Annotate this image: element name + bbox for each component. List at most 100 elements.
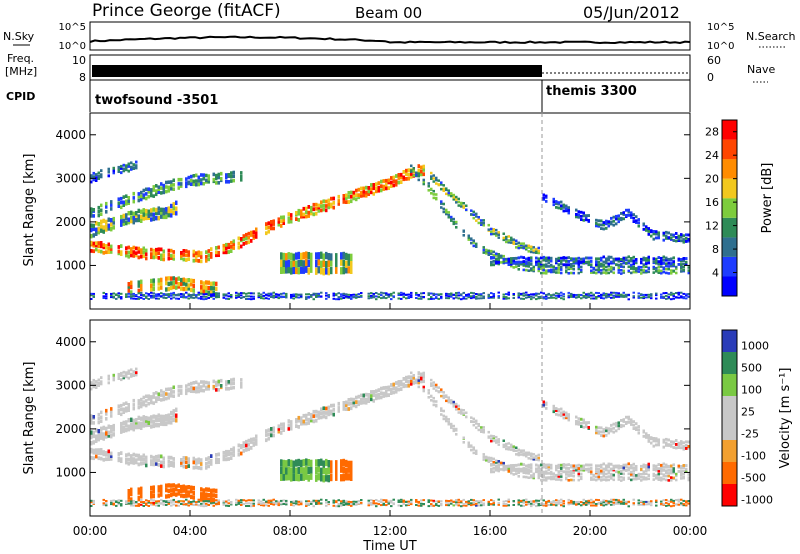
velocity-cell (175, 504, 178, 507)
power-cell (165, 180, 168, 185)
power-cell (417, 172, 420, 175)
velocity-cell (662, 468, 665, 472)
power-cell (350, 194, 353, 199)
velocity-cell (580, 475, 583, 479)
velocity-cell (120, 457, 123, 462)
velocity-cell (302, 473, 305, 481)
power-cell (465, 297, 468, 300)
velocity-cell (492, 461, 495, 464)
power-cell (170, 297, 173, 300)
power-cell (487, 293, 490, 296)
cpid-label: CPID (6, 90, 35, 103)
velocity-cell (515, 446, 518, 449)
y-tick-label: 2000 (55, 422, 86, 436)
velocity-cell (312, 419, 315, 424)
power-cell (150, 208, 153, 213)
velocity-cell (305, 413, 308, 418)
velocity-cell (685, 469, 688, 473)
power-cell (117, 245, 120, 249)
velocity-cell (92, 502, 95, 505)
power-cell (245, 236, 248, 241)
velocity-cell (142, 505, 145, 507)
power-cell (240, 171, 243, 175)
power-cell (112, 216, 115, 222)
power-cell (95, 173, 98, 176)
power-cell (525, 246, 528, 249)
power-cell (435, 196, 438, 200)
velocity-cell (597, 473, 600, 476)
power-cell (160, 281, 163, 286)
velocity-cell (162, 421, 165, 427)
power-cell (145, 187, 148, 192)
velocity-cell (235, 503, 238, 506)
power-cell (332, 205, 335, 210)
velocity-cell (562, 470, 565, 474)
power-cell (127, 284, 130, 289)
power-cell (630, 259, 633, 263)
power-cell (107, 246, 110, 251)
power-cell (205, 173, 208, 178)
power-cell (175, 293, 178, 296)
velocity-cell (597, 467, 600, 471)
velocity-cell (582, 467, 585, 470)
power-cell (172, 202, 175, 207)
velocity-cell (140, 421, 143, 426)
velocity-cell (627, 505, 630, 508)
velocity-cell (442, 396, 445, 399)
velocity-cell (150, 501, 153, 504)
velocity-cell (577, 500, 580, 503)
velocity-cell (110, 429, 113, 434)
power-cell (495, 259, 498, 263)
velocity-cell (222, 503, 225, 506)
power-cell (522, 268, 525, 272)
power-cell (445, 208, 448, 212)
power-cell (385, 297, 388, 300)
velocity-cell (520, 449, 523, 452)
power-cell (197, 291, 200, 294)
velocity-cell (300, 421, 303, 426)
power-cell (522, 242, 525, 245)
power-cell (600, 293, 603, 296)
velocity-cell (572, 478, 575, 482)
power-cell (372, 186, 375, 191)
velocity-cell (282, 466, 285, 474)
power-cell (200, 295, 203, 298)
power-cell (132, 196, 135, 200)
power-cell (645, 262, 648, 265)
power-cell (617, 268, 620, 272)
power-cell (510, 238, 513, 242)
power-cell (225, 175, 228, 180)
velocity-cell (682, 466, 685, 469)
power-cell (215, 176, 218, 181)
sky-panel-frame (89, 21, 691, 51)
velocity-cell (137, 495, 140, 501)
velocity-cell (227, 457, 230, 461)
velocity-cell (497, 466, 500, 469)
power-cell (610, 260, 613, 264)
velocity-cell (605, 478, 608, 482)
power-colorbar-segment (722, 198, 737, 218)
velocity-cell (647, 437, 650, 440)
velocity-cell (545, 406, 548, 410)
velocity-cell (342, 407, 345, 411)
power-cell (557, 292, 560, 295)
power-cell (170, 208, 173, 214)
power-cell (150, 188, 153, 192)
velocity-cell (347, 465, 350, 473)
power-colorbar-segment (722, 139, 737, 160)
power-cell (102, 295, 105, 298)
power-cell (622, 213, 625, 216)
power-cell (105, 201, 108, 206)
power-cell (147, 190, 150, 194)
power-cell (620, 272, 623, 275)
velocity-cell (297, 503, 300, 506)
power-cell (282, 252, 285, 261)
velocity-cell (487, 435, 490, 438)
velocity-cell (157, 394, 160, 398)
velocity-cell (612, 501, 615, 504)
velocity-cell (230, 378, 233, 382)
velocity-cell (432, 384, 435, 387)
power-cell (620, 294, 623, 297)
power-cell (292, 266, 295, 275)
